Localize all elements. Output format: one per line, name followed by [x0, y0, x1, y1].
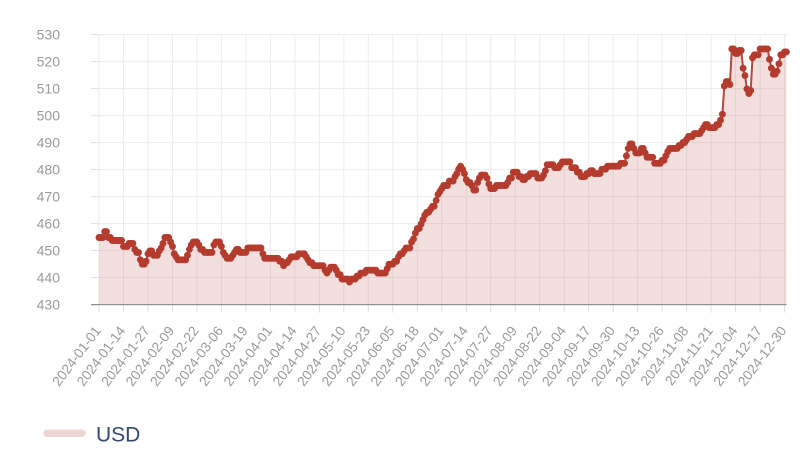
- svg-text:520: 520: [37, 54, 61, 70]
- svg-text:430: 430: [37, 297, 61, 313]
- svg-text:510: 510: [37, 81, 61, 97]
- svg-text:490: 490: [37, 135, 61, 151]
- svg-text:530: 530: [37, 27, 61, 43]
- svg-text:480: 480: [37, 162, 61, 178]
- svg-text:470: 470: [37, 189, 61, 205]
- svg-text:500: 500: [37, 108, 61, 124]
- svg-text:USD: USD: [96, 424, 140, 447]
- svg-text:440: 440: [37, 270, 61, 286]
- svg-text:450: 450: [37, 243, 61, 259]
- svg-text:460: 460: [37, 216, 61, 232]
